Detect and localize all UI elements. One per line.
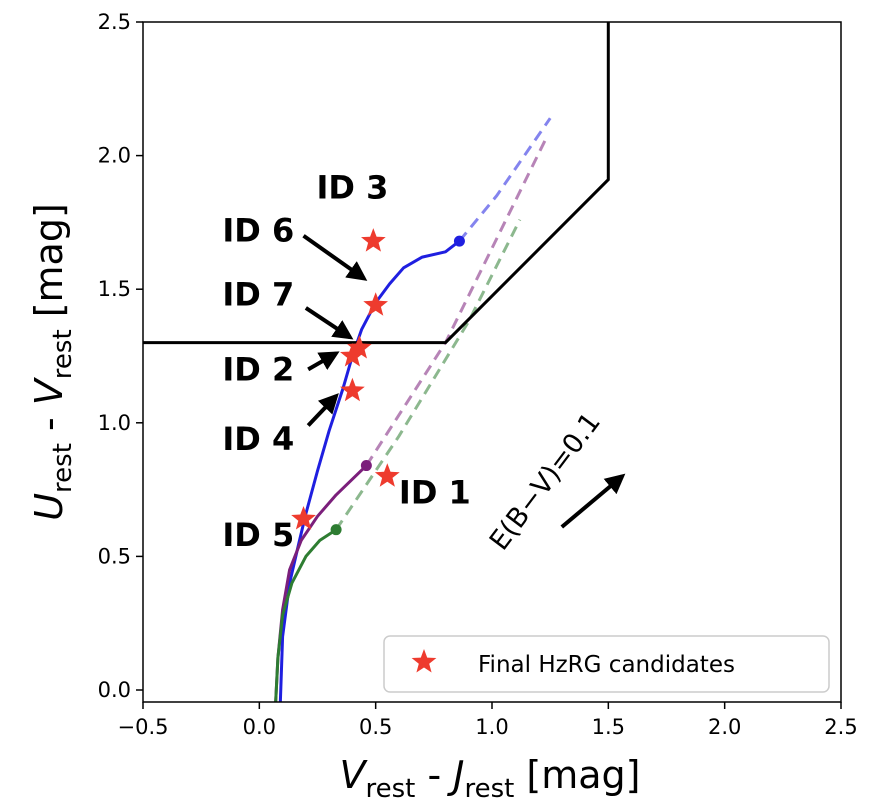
candidate-star-id-1 (374, 463, 400, 487)
blue-track (278, 239, 461, 702)
reddening-arrow (560, 473, 626, 529)
id-label: ID 1 (399, 473, 471, 511)
y-tick-label: 1.5 (98, 277, 131, 301)
candidate-stars (291, 228, 400, 530)
annotation-arrow (304, 306, 354, 340)
x-tick-label: 0.5 (359, 715, 392, 739)
y-axis-title: Urest - Vrest [mag] (27, 203, 78, 521)
x-axis-ticks: −0.5 0.0 0.5 1.0 1.5 2.0 2.5 (118, 702, 858, 739)
annotation-arrow (302, 234, 368, 281)
selection-boundary (143, 22, 610, 345)
x-tick-label: 1.5 (592, 715, 625, 739)
x-tick-label: 2.0 (708, 715, 741, 739)
id-label: ID 3 (316, 169, 388, 207)
y-tick-label: 2.5 (98, 10, 131, 34)
x-axis-title: Vrest - Jrest [mag] (340, 753, 641, 804)
reddening-vector: E(B−V)=0.1 (484, 407, 626, 556)
selection-boundary-line (143, 22, 610, 345)
green-track (274, 528, 337, 702)
legend-label: Final HzRG candidates (478, 652, 735, 678)
id-label: ID 2 (222, 350, 294, 388)
candidate-star-id-2 (340, 343, 365, 367)
y-tick-label: 2.0 (98, 144, 131, 168)
green-track-dashed (334, 219, 522, 531)
legend-box (383, 635, 830, 693)
id-label: ID 6 (222, 211, 294, 249)
purple-track-end-point (360, 460, 372, 472)
id-labels: ID 3 ID 6 ID 7 ID 2 ID 4 ID 1 ID 5 (222, 169, 470, 554)
candidate-star-id-3 (361, 228, 386, 252)
legend-star-icon (411, 649, 437, 673)
blue-track-dashed (458, 117, 552, 243)
y-tick-label: 0.0 (98, 678, 131, 702)
x-tick-label: −0.5 (118, 715, 169, 739)
x-tick-label: 1.0 (475, 715, 508, 739)
candidate-star-id-6 (363, 292, 388, 316)
y-axis-ticks: 0.0 0.5 1.0 1.5 2.0 2.5 (98, 10, 143, 702)
legend: Final HzRG candidates (383, 635, 830, 693)
candidate-star-id-4 (340, 377, 365, 402)
id-label: ID 7 (222, 276, 294, 314)
candidate-star-id-7 (347, 335, 372, 359)
annotation-arrows (302, 234, 368, 427)
x-tick-label: 2.5 (824, 715, 857, 739)
y-tick-label: 0.5 (98, 544, 131, 568)
x-tick-label: 0.0 (243, 715, 276, 739)
green-track-end-point (330, 524, 342, 536)
id-label: ID 4 (222, 420, 294, 458)
reddening-label: E(B−V)=0.1 (484, 407, 607, 556)
purple-track-dashed (365, 138, 547, 467)
annotation-arrow (306, 393, 339, 427)
id-label: ID 5 (222, 516, 294, 554)
y-tick-label: 1.0 (98, 411, 131, 435)
candidate-star-id-5 (291, 506, 316, 530)
annotation-arrow (307, 351, 340, 372)
blue-track-end-point (453, 235, 465, 247)
